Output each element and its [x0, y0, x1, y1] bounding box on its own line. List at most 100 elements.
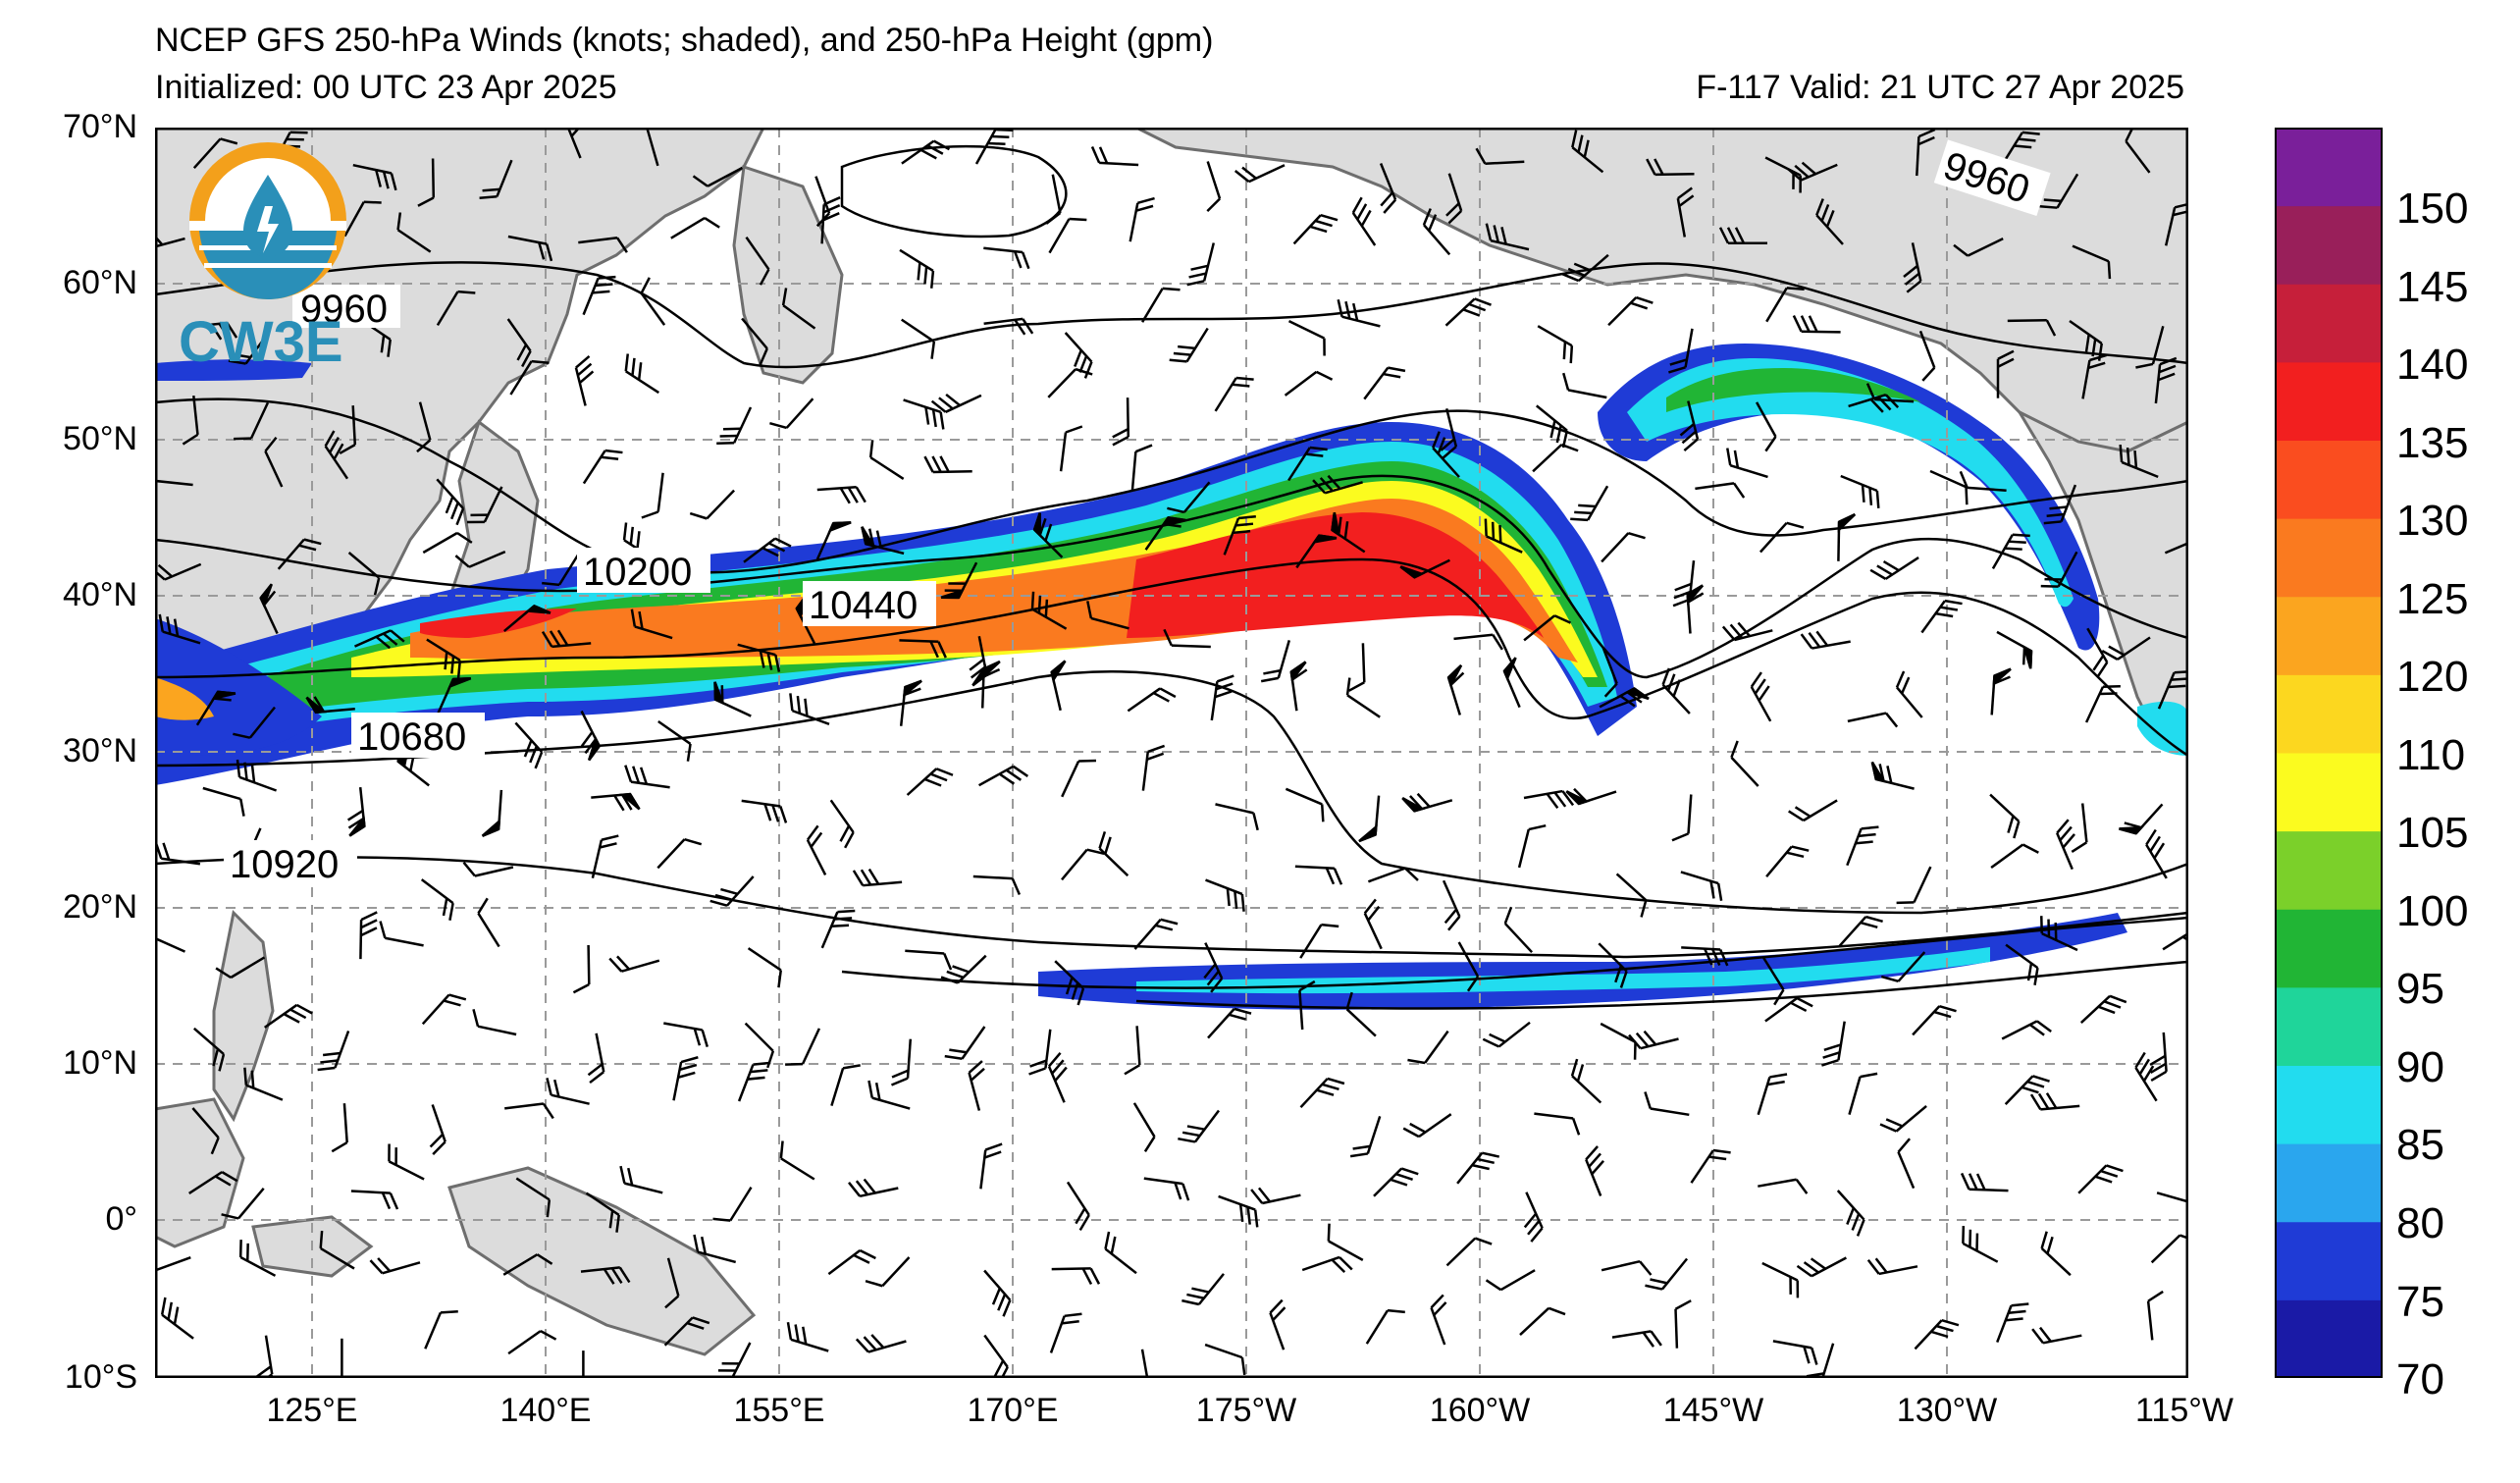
wind-barb [646, 128, 661, 167]
wind-barb [155, 1256, 191, 1273]
wind-barb [1373, 1167, 1419, 1197]
map-panel: 9960 9960 10200 10440 10680 10920 [155, 128, 2188, 1378]
wind-barb [506, 318, 532, 368]
wind-barb [317, 1030, 350, 1072]
wind-barb [2084, 685, 2121, 723]
colorbar-swatch [2275, 1221, 2383, 1300]
wind-barb [582, 1351, 585, 1378]
wind-barb [741, 317, 768, 366]
wind-barb [420, 878, 454, 921]
wind-barb [1203, 942, 1224, 993]
wind-barb [221, 1187, 265, 1220]
wind-barb [806, 824, 827, 875]
wind-barb [1903, 242, 1922, 293]
wind-barb [1519, 1306, 1566, 1337]
wind-barb [1214, 376, 1254, 412]
height-contours [155, 144, 2188, 1010]
wind-barb [1897, 1138, 1916, 1190]
wind-barb [2157, 669, 2188, 710]
wind-barb [1143, 1177, 1190, 1201]
contour-label-9960-west: 9960 [300, 288, 388, 331]
wind-barb [236, 759, 278, 792]
wind-barb [353, 629, 405, 650]
wind-barb [2145, 828, 2168, 879]
wind-barb [906, 768, 954, 796]
wind-barb [1430, 1294, 1447, 1346]
wind-barb [1628, 1030, 1679, 1050]
logo-text: CW3E [179, 310, 343, 373]
colorbar-swatch [2275, 830, 2383, 910]
wind-barb [1475, 147, 1525, 166]
wind-barb [737, 643, 781, 672]
land-philippines [212, 909, 275, 1123]
wind-barb [1996, 630, 2033, 669]
colorbar-swatch [2275, 518, 2383, 598]
wind-barb [1127, 687, 1177, 713]
wind-barb [1502, 657, 1521, 709]
wind-barb [1990, 667, 2012, 715]
wind-barb [1090, 146, 1139, 167]
wind-barb [572, 944, 591, 994]
wind-barb [2029, 1092, 2080, 1111]
wind-barb [1690, 1148, 1731, 1184]
wind-barb [1523, 789, 1575, 809]
wind-barb [339, 405, 357, 455]
wind-barb [574, 355, 595, 406]
wind-barb [1186, 242, 1216, 287]
wind-barb [191, 1107, 220, 1155]
wind-barb [983, 1334, 1009, 1378]
wind-barb [1133, 918, 1179, 950]
jet-east-blob [2137, 701, 2188, 756]
wind-barb [1167, 481, 1211, 514]
wind-barb [1446, 664, 1465, 715]
wind-barb [1730, 740, 1759, 787]
contour-label-10440: 10440 [809, 584, 918, 627]
wind-barb [502, 1253, 553, 1276]
wind-barb [2040, 916, 2078, 952]
jet-west-edge [155, 618, 322, 756]
wind-barb [716, 406, 753, 445]
wind-barb [1440, 407, 1458, 459]
wind-barb [182, 395, 199, 446]
wind-barb [2040, 551, 2078, 588]
wind-barb [1298, 980, 1316, 1031]
wind-barb [454, 550, 506, 568]
wind-barb [1294, 865, 1343, 885]
wind-barb [1679, 400, 1700, 451]
contour-label-10200: 10200 [583, 551, 692, 594]
wind-barb [1601, 1259, 1653, 1276]
lat-lon-grid [155, 128, 2188, 1378]
wind-barb [2134, 1051, 2158, 1102]
wind-barb [587, 1033, 605, 1085]
wind-barb [2135, 325, 2165, 369]
colorbar-label-140: 140 [2396, 341, 2469, 389]
wind-barb [1379, 163, 1397, 214]
wind-barb [670, 217, 720, 239]
wind-barb [640, 277, 666, 326]
colorbar-swatch [2275, 205, 2383, 285]
wind-barb [388, 1143, 425, 1181]
lon-label-145w: 145°W [1662, 1392, 1764, 1429]
wind-barb [192, 1027, 226, 1072]
wind-barb [188, 1171, 238, 1194]
wind-barb [867, 1080, 911, 1110]
wind-barb [2007, 318, 2057, 337]
wind-barb [624, 765, 670, 789]
colorbar-swatch [2275, 753, 2383, 832]
wind-barb [2086, 627, 2109, 678]
wind-barb [582, 275, 616, 316]
wind-barb [472, 1009, 517, 1036]
wind-barb [1600, 1022, 1637, 1060]
jet-main-red-west [420, 609, 577, 638]
wind-barb [1840, 474, 1880, 508]
wind-barb [901, 318, 936, 359]
wind-barb [1517, 823, 1547, 869]
wind-barb [541, 629, 592, 649]
wind-barb [1363, 366, 1406, 400]
wind-barb [713, 681, 752, 717]
wind-barb [1130, 444, 1153, 492]
colorbar-label-70: 70 [2396, 1355, 2444, 1404]
wind-barb [1532, 443, 1579, 473]
colorbar-label-145: 145 [2396, 263, 2469, 311]
wind-barb [481, 789, 503, 837]
